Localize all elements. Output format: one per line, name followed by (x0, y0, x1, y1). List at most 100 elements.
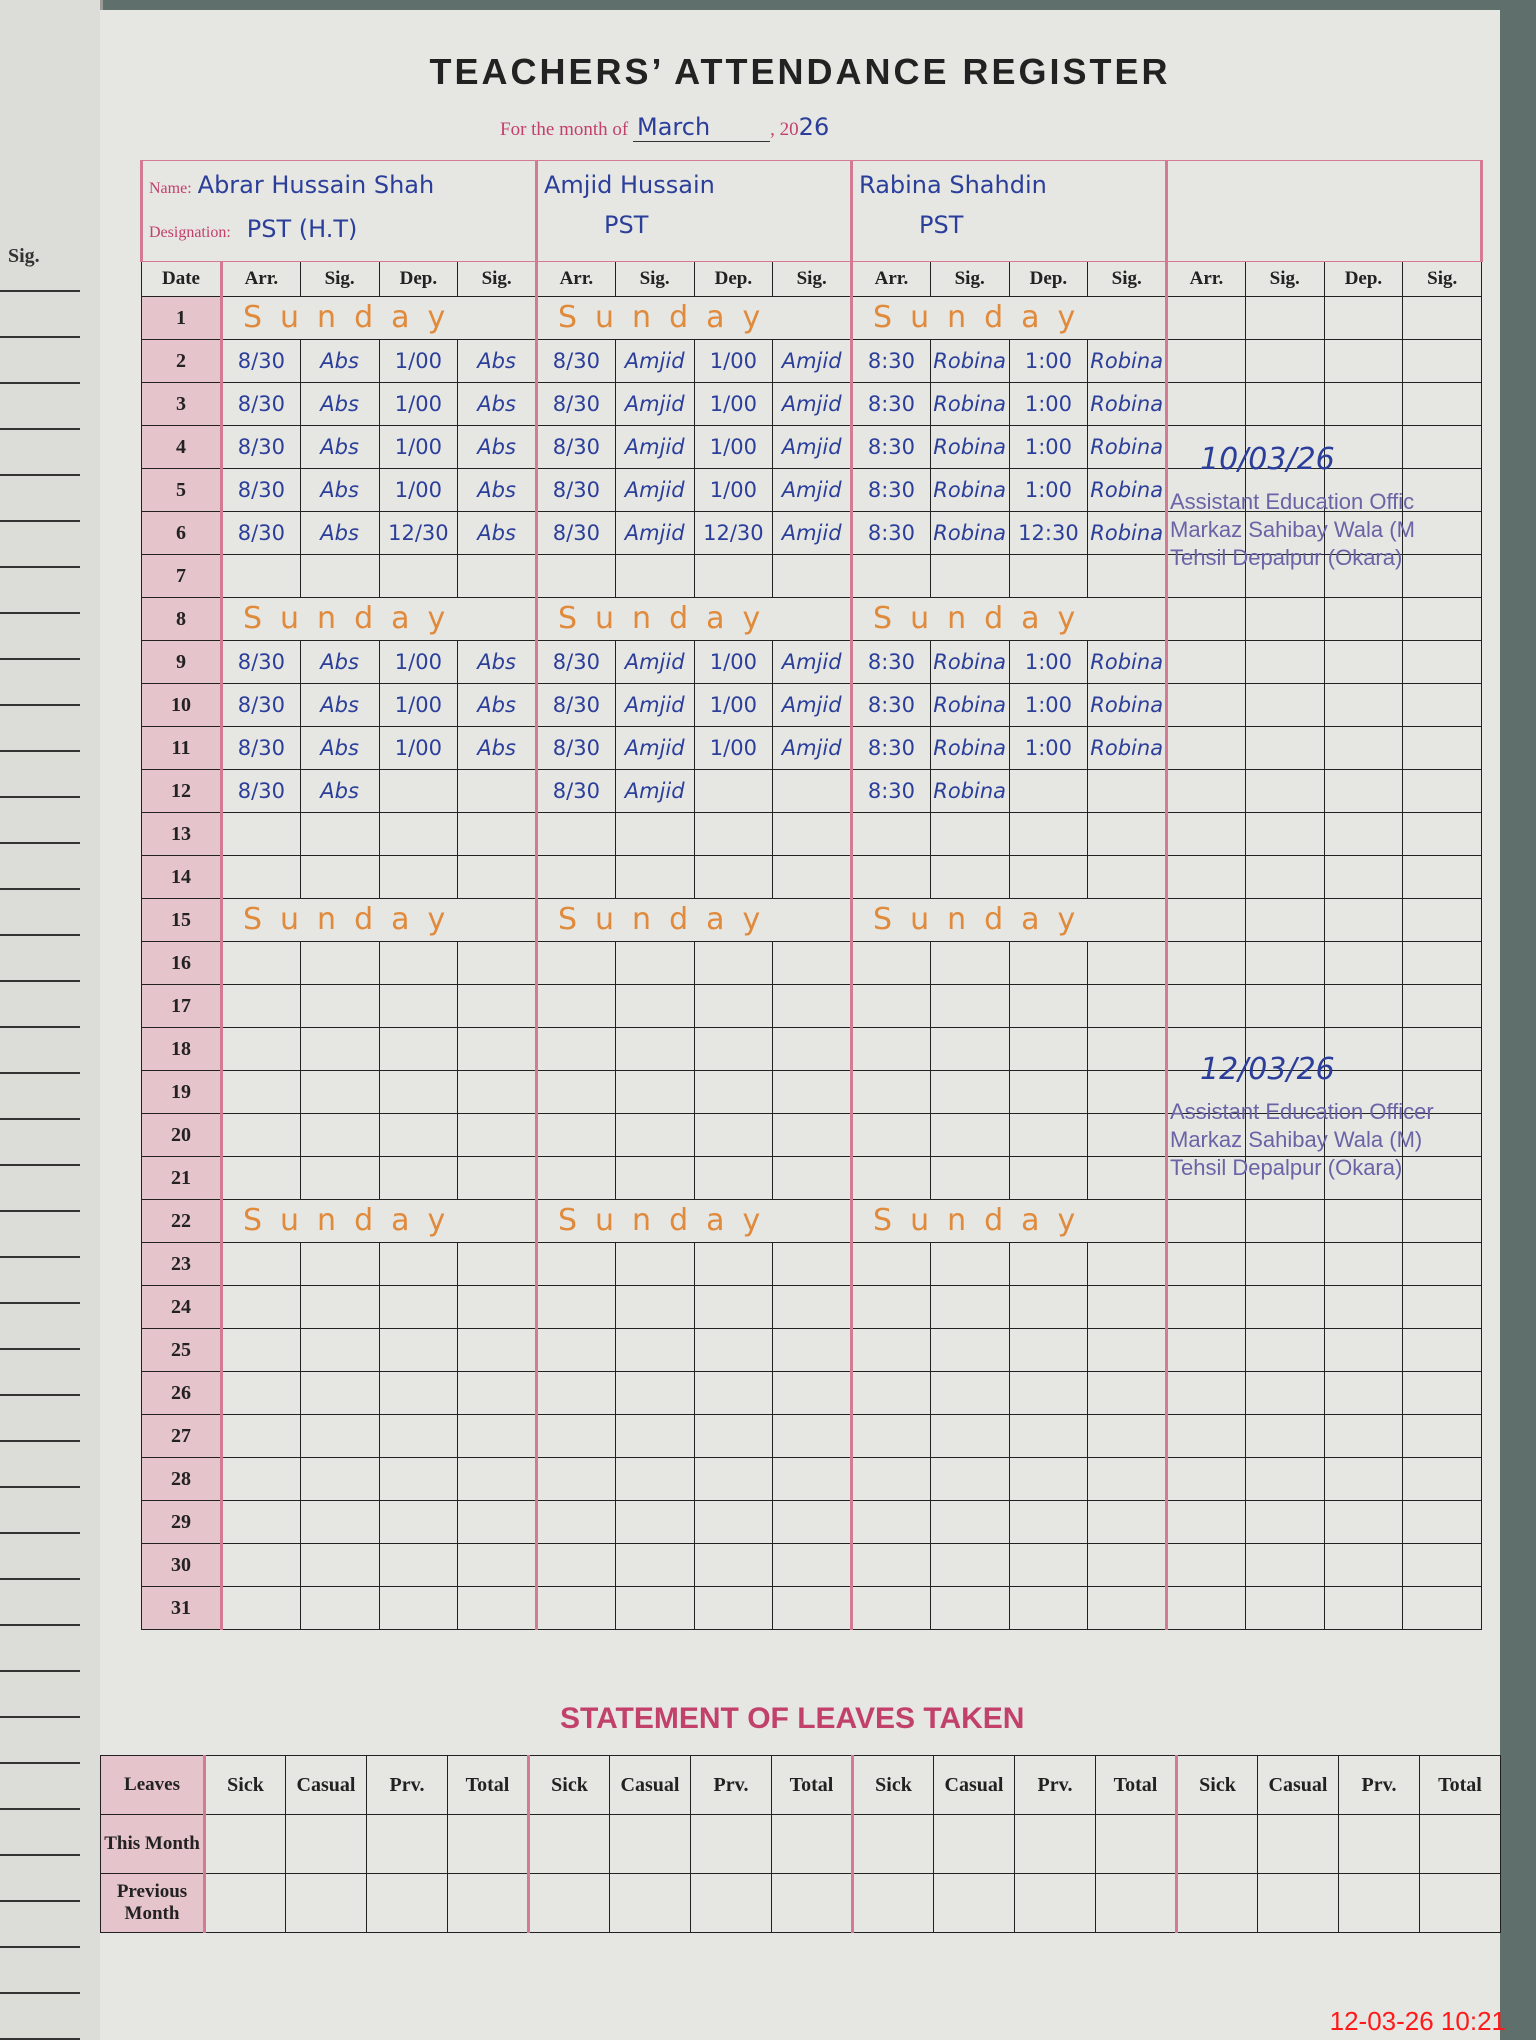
departure-signature: Robina (1087, 382, 1168, 426)
departure-signature (1402, 382, 1483, 426)
page-rule (0, 1900, 80, 1902)
column-header-dep: Dep. (378, 261, 459, 297)
arrival-signature (299, 1371, 380, 1415)
table-row: 2 8/30 Abs 1/00 Abs 8/30 Amjid 1/00 Amjid 8:30 Rob… (141, 339, 1483, 383)
departure-signature: Abs (457, 640, 537, 684)
arrival-time: 8/30 (535, 726, 616, 770)
departure-signature (772, 1414, 853, 1458)
departure-time (1323, 855, 1404, 899)
departure-signature (1087, 1285, 1168, 1329)
arrival-signature (299, 1027, 380, 1071)
month-value: March (633, 113, 771, 142)
departure-signature (1087, 1328, 1168, 1372)
departure-time (1008, 1070, 1089, 1114)
leaves-row: This Month (100, 1814, 1501, 1874)
arrival-time (850, 1156, 931, 1200)
arrival-time (535, 554, 616, 598)
leaves-table: Leaves Sick Casual Prv. Total Sick Casual Prv. T… (100, 1755, 1501, 1933)
leaves-cell (1419, 1873, 1501, 1933)
stamp-line: Tehsil Depalpur (Okara) (1170, 1155, 1403, 1180)
departure-time (693, 1371, 774, 1415)
month-label: For the month of (500, 119, 629, 140)
departure-signature (457, 1414, 537, 1458)
arrival-time (1165, 1371, 1246, 1415)
departure-signature (772, 1027, 853, 1071)
arrival-signature (614, 1242, 695, 1286)
stamp-line: Assistant Education Officer (1170, 1099, 1434, 1124)
leaves-cell (203, 1814, 286, 1874)
leaves-row-label: Previous Month (100, 1873, 205, 1933)
arrival-signature: Amjid (614, 726, 695, 770)
departure-signature: Abs (457, 339, 537, 383)
leaves-column-total: Total (771, 1755, 853, 1815)
departure-signature: Robina (1087, 726, 1168, 770)
arrival-signature (299, 1113, 380, 1157)
name-line: Amjid Hussain (544, 165, 844, 205)
arrival-time (1165, 769, 1246, 813)
arrival-signature: Abs (299, 769, 380, 813)
arrival-time (1165, 554, 1246, 598)
arrival-time: 8:30 (850, 468, 931, 512)
arrival-time (850, 1371, 931, 1415)
departure-signature: Abs (457, 726, 537, 770)
page-rule (0, 1670, 80, 1672)
leaves-column-sick: Sick (851, 1755, 934, 1815)
arrival-signature (1244, 855, 1325, 899)
date-cell: 9 (141, 640, 222, 684)
table-row: 6 8/30 Abs 12/30 Abs 8/30 Amjid 12/30 Amjid 8:30 R… (141, 511, 1483, 555)
sunday-label: Sunday (850, 597, 1169, 641)
leaves-column-prv: Prv. (690, 1755, 772, 1815)
departure-time (1323, 597, 1404, 641)
page-rule (0, 934, 80, 936)
arrival-signature: Robina (929, 339, 1010, 383)
arrival-time: 8/30 (535, 769, 616, 813)
arrival-time: 8:30 (850, 726, 931, 770)
arrival-time: 8/30 (535, 468, 616, 512)
arrival-signature (1244, 1414, 1325, 1458)
departure-time: 1:00 (1008, 640, 1089, 684)
departure-signature (1402, 1543, 1483, 1587)
leaves-cell (851, 1873, 934, 1933)
date-cell: 8 (141, 597, 222, 641)
arrival-time (1165, 1113, 1246, 1157)
page-rule (0, 1348, 80, 1350)
arrival-signature: Amjid (614, 382, 695, 426)
page-rule (0, 1440, 80, 1442)
departure-time (693, 1457, 774, 1501)
arrival-signature (929, 984, 1010, 1028)
teacher-designation (1174, 171, 1234, 199)
name-line: Rabina Shahdin (859, 165, 1159, 205)
arrival-time (1165, 640, 1246, 684)
departure-signature: Robina (1087, 339, 1168, 383)
departure-signature (457, 1113, 537, 1157)
arrival-signature (929, 855, 1010, 899)
arrival-signature (299, 554, 380, 598)
departure-signature (1087, 941, 1168, 985)
departure-signature: Amjid (772, 511, 853, 555)
departure-time: 1/00 (693, 425, 774, 469)
arrival-time (850, 1070, 931, 1114)
verification-date-1: 10/03/26 (1200, 442, 1335, 477)
arrival-time (1165, 1156, 1246, 1200)
departure-signature (1402, 1113, 1483, 1157)
arrival-signature (614, 1543, 695, 1587)
leaves-cell (771, 1873, 853, 1933)
arrival-signature (614, 1328, 695, 1372)
arrival-time (220, 1500, 301, 1544)
arrival-signature: Amjid (614, 468, 695, 512)
departure-signature (772, 1543, 853, 1587)
stamp-line: Assistant Education Offic (1170, 489, 1415, 514)
arrival-time (850, 1328, 931, 1372)
arrival-signature (299, 1586, 380, 1630)
departure-signature (772, 855, 853, 899)
page-rule (0, 1716, 80, 1718)
arrival-signature (1244, 1328, 1325, 1372)
departure-signature (772, 984, 853, 1028)
departure-signature (1087, 1414, 1168, 1458)
departure-signature (1402, 726, 1483, 770)
arrival-signature: Abs (299, 468, 380, 512)
departure-signature (1402, 339, 1483, 383)
arrival-signature (299, 1328, 380, 1372)
arrival-time (850, 1285, 931, 1329)
table-row: 13 (141, 812, 1483, 856)
